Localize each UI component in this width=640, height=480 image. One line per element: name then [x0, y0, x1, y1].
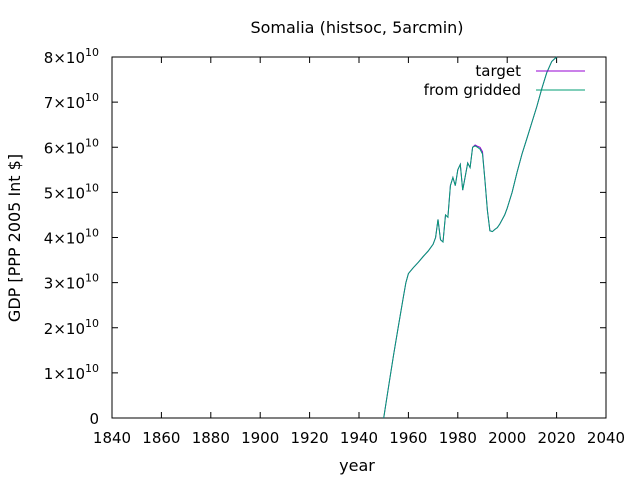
x-tick-label: 1860	[142, 429, 180, 447]
y-tick-label: 7×1010	[44, 91, 99, 112]
x-tick-label: 1840	[93, 429, 131, 447]
y-tick-mantissa: 5×10	[44, 184, 85, 202]
y-tick-exponent: 10	[85, 91, 99, 104]
y-tick-exponent: 10	[85, 181, 99, 194]
y-axis: 01×10102×10103×10104×10105×10106×10107×1…	[44, 46, 606, 428]
legend-label: target	[475, 62, 521, 80]
chart-title: Somalia (histsoc, 5arcmin)	[250, 18, 463, 37]
y-tick-exponent: 10	[85, 227, 99, 240]
y-tick-mantissa: 6×10	[44, 139, 85, 157]
y-tick-label: 2×1010	[44, 317, 99, 338]
y-tick-label: 4×1010	[44, 227, 99, 248]
plot-area-frame	[111, 56, 607, 419]
x-tick-label: 1940	[340, 429, 378, 447]
y-axis-label: GDP [PPP 2005 Int $]	[5, 154, 24, 322]
y-tick-mantissa: 7×10	[44, 94, 85, 112]
series-layer	[383, 56, 557, 419]
x-tick-label: 1920	[291, 429, 329, 447]
y-tick-mantissa: 8×10	[44, 49, 85, 67]
y-tick-exponent: 10	[85, 136, 99, 149]
y-tick-label: 5×1010	[44, 181, 99, 202]
y-tick-exponent: 10	[85, 362, 99, 375]
x-tick-label: 1900	[241, 429, 279, 447]
series-line-target	[383, 56, 557, 419]
y-tick-label: 1×1010	[44, 362, 99, 383]
x-tick-label: 2040	[587, 429, 625, 447]
legend-label: from gridded	[424, 81, 521, 99]
y-tick-exponent: 10	[85, 272, 99, 285]
x-axis: 1840 1860 1880 1900 1920 1940 1960 1980 2000 2020…	[93, 57, 625, 447]
series-line-from-gridded	[383, 56, 557, 419]
y-tick-mantissa: 1×10	[44, 365, 85, 383]
y-tick-label: 6×1010	[44, 136, 99, 157]
x-tick-label: 1880	[192, 429, 230, 447]
y-tick-mantissa: 4×10	[44, 230, 85, 248]
y-tick-exponent: 10	[85, 317, 99, 330]
x-tick-label: 2020	[538, 429, 576, 447]
y-tick-label: 0	[89, 410, 99, 428]
y-tick-mantissa: 2×10	[44, 320, 85, 338]
y-tick-mantissa: 3×10	[44, 275, 85, 293]
x-tick-label: 1960	[389, 429, 427, 447]
x-axis-label: year	[339, 456, 375, 475]
x-tick-label: 2000	[488, 429, 526, 447]
y-tick-mantissa: 0	[89, 410, 99, 428]
y-tick-label: 3×1010	[44, 272, 99, 293]
y-tick-label: 8×1010	[44, 46, 99, 67]
y-tick-exponent: 10	[85, 46, 99, 59]
x-tick-label: 1980	[439, 429, 477, 447]
